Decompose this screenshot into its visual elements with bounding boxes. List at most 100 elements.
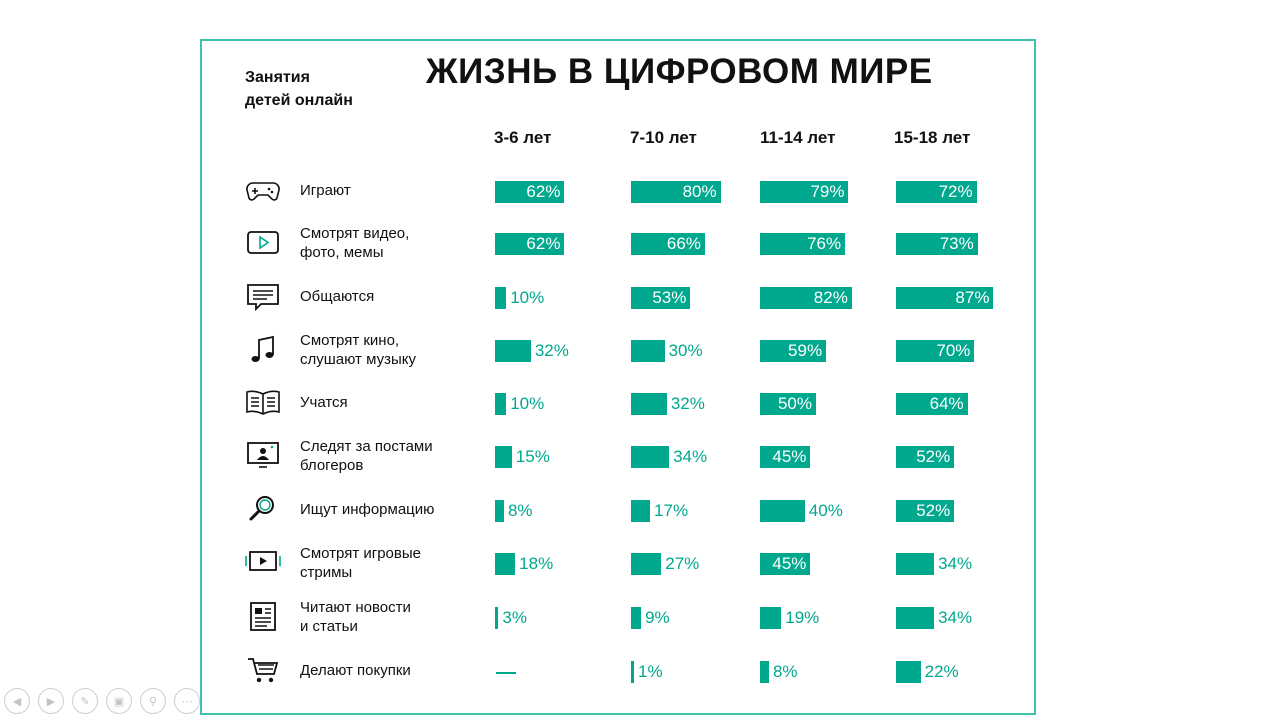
value-label: 59% [788, 341, 823, 360]
value-label: 45% [772, 447, 807, 466]
row-label-line-1: Играют [300, 182, 351, 199]
value-label: 34% [673, 447, 708, 466]
chart-title: ЖИЗНЬ В ЦИФРОВОМ МИРЕ [426, 52, 933, 91]
next-icon[interactable]: ▶ [38, 688, 64, 714]
bar [631, 607, 642, 629]
bar [760, 446, 811, 468]
bar [631, 340, 665, 362]
bar [631, 661, 634, 683]
value-label: 52% [916, 501, 951, 520]
value-label: 53% [652, 288, 687, 307]
row-label-line-1: Учатся [300, 394, 348, 411]
value-label: 17% [654, 501, 689, 520]
row-label-line-1: Следят за постами [300, 438, 433, 455]
column-header: 7-10 лет [630, 128, 697, 147]
magnifier-icon [245, 493, 281, 525]
bar [896, 233, 978, 255]
bar [495, 500, 504, 522]
row-label: Учатся [300, 393, 348, 412]
value-label: 79% [810, 182, 845, 201]
bar [631, 181, 721, 203]
value-label: 45% [772, 554, 807, 573]
slides-icon[interactable]: ▣ [106, 688, 132, 714]
row-label: Играют [300, 181, 351, 200]
no-data-dash [496, 672, 516, 674]
slide-frame [200, 39, 1036, 715]
chart-subtitle: Занятия детей онлайн [245, 66, 353, 112]
value-label: 9% [645, 608, 670, 627]
cart-icon [245, 654, 281, 686]
bar [495, 340, 531, 362]
row-label-line-2: стримы [300, 564, 353, 581]
value-label: 34% [938, 608, 973, 627]
bar [495, 446, 512, 468]
value-label: 32% [534, 341, 569, 360]
row-label-line-1: Делают покупки [300, 662, 411, 679]
row-label-line-1: Смотрят кино, [300, 332, 400, 349]
presentation-toolbar: ◀ ▶ ✎ ▣ ⚲ ⋯ [4, 688, 200, 714]
bar [896, 340, 975, 362]
zoom-icon[interactable]: ⚲ [140, 688, 166, 714]
row-label: Общаются [300, 287, 374, 306]
bar [631, 446, 670, 468]
value-label: 8% [507, 501, 533, 520]
row-label-line-1: Ищут информацию [300, 501, 435, 518]
value-label: 62% [526, 182, 561, 201]
column-header: 3-6 лет [494, 128, 552, 147]
value-label: 64% [929, 394, 964, 413]
bar [495, 181, 565, 203]
bar [760, 287, 852, 309]
value-label: 73% [939, 234, 974, 253]
stream-icon [245, 546, 281, 578]
bar [760, 607, 782, 629]
bar [896, 553, 935, 575]
value-label: 82% [813, 288, 848, 307]
row-label: Смотрят видео, фото, мемы [300, 224, 409, 262]
row-label-line-2: блогеров [300, 457, 364, 474]
bar [760, 500, 805, 522]
bar [896, 287, 994, 309]
value-label: 18% [519, 554, 554, 573]
bar [495, 393, 507, 415]
row-label: Ищут информацию [300, 500, 434, 519]
bar [760, 233, 846, 255]
book-icon [245, 386, 281, 418]
gamepad-icon [245, 174, 281, 206]
bar [896, 661, 921, 683]
bar [896, 446, 955, 468]
bar [760, 393, 816, 415]
value-label: 8% [772, 662, 798, 681]
subtitle-line-1: Занятия [245, 69, 310, 86]
row-label-line-1: Смотрят игровые [300, 545, 421, 562]
value-label: 40% [808, 501, 843, 520]
row-label-line-1: Общаются [300, 288, 375, 305]
bar [495, 287, 507, 309]
pen-icon[interactable]: ✎ [72, 688, 98, 714]
row-label-line-2: и статьи [300, 618, 358, 635]
newspaper-icon [245, 600, 281, 632]
bar [760, 340, 827, 362]
blogger-screen-icon [245, 439, 281, 471]
row-label: Делают покупки [300, 661, 411, 680]
value-label: 3% [502, 608, 527, 627]
value-label: 10% [510, 394, 545, 413]
bar [495, 233, 565, 255]
prev-icon[interactable]: ◀ [4, 688, 30, 714]
row-label: Читают новости и статьи [300, 598, 411, 636]
bar [631, 500, 651, 522]
bar [631, 553, 662, 575]
value-label: 52% [916, 447, 951, 466]
bar [896, 607, 935, 629]
bar [760, 553, 811, 575]
value-label: 19% [785, 608, 820, 627]
column-header: 15-18 лет [894, 128, 971, 147]
value-label: 80% [682, 182, 717, 201]
row-label: Смотрят кино, слушают музыку [300, 331, 416, 369]
value-label: 32% [670, 394, 705, 413]
video-play-icon [245, 226, 281, 258]
more-icon[interactable]: ⋯ [174, 688, 200, 714]
row-label-line-2: фото, мемы [300, 244, 384, 261]
bar [760, 181, 849, 203]
row-label-line-1: Читают новости [300, 599, 411, 616]
bar [495, 607, 499, 629]
